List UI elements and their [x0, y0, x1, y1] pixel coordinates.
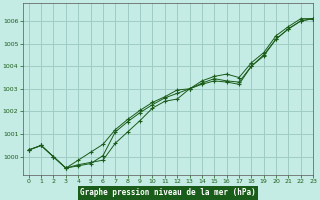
X-axis label: Graphe pression niveau de la mer (hPa): Graphe pression niveau de la mer (hPa) — [80, 188, 256, 197]
